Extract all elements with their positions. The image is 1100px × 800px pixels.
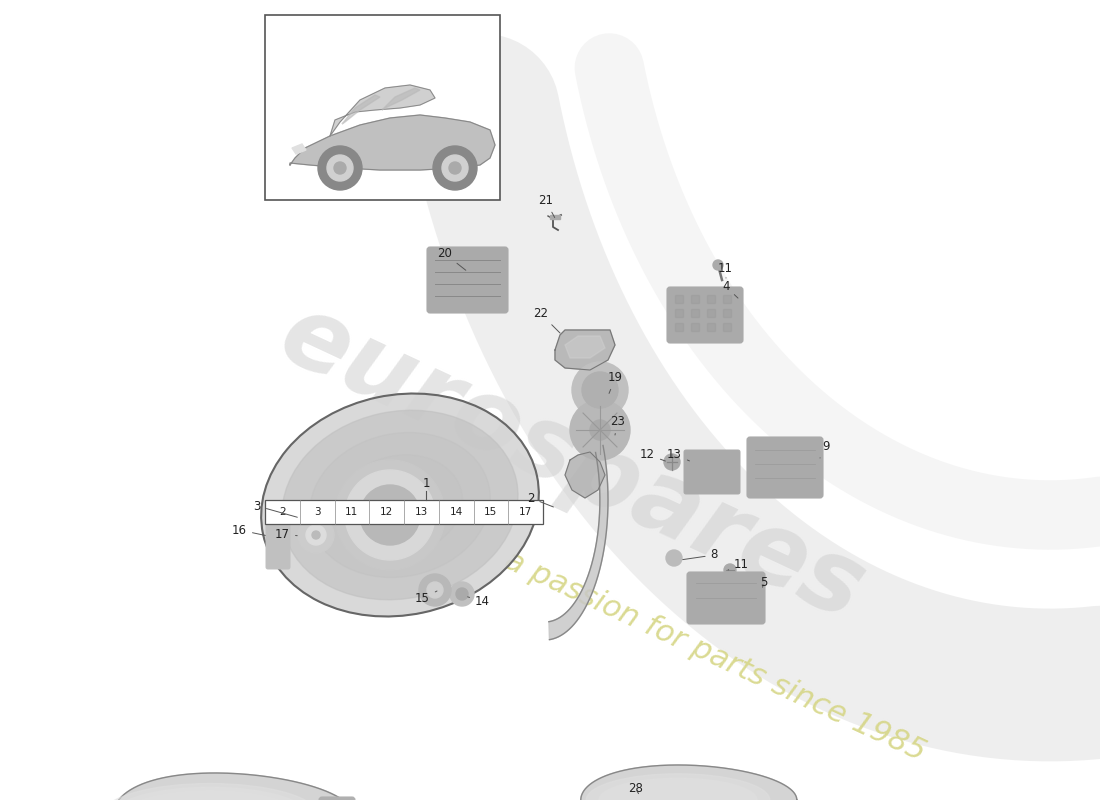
Text: 14: 14 <box>450 507 463 517</box>
Polygon shape <box>300 516 308 524</box>
Text: 2: 2 <box>527 491 553 507</box>
Text: 15: 15 <box>484 507 497 517</box>
FancyBboxPatch shape <box>684 450 740 494</box>
Ellipse shape <box>102 783 318 800</box>
Bar <box>265 15 500 200</box>
Text: 14: 14 <box>468 595 490 608</box>
Polygon shape <box>675 295 683 303</box>
Text: 9: 9 <box>820 439 829 458</box>
Text: 13: 13 <box>667 448 690 461</box>
Circle shape <box>449 162 461 174</box>
Circle shape <box>666 550 682 566</box>
Circle shape <box>582 372 618 408</box>
Polygon shape <box>691 309 698 317</box>
Circle shape <box>450 582 474 606</box>
Text: a passion for parts since 1985: a passion for parts since 1985 <box>500 546 930 766</box>
Polygon shape <box>549 446 608 640</box>
Text: 15: 15 <box>415 591 437 605</box>
Polygon shape <box>675 323 683 331</box>
Polygon shape <box>723 309 732 317</box>
Polygon shape <box>113 773 353 800</box>
Text: 8: 8 <box>683 549 718 562</box>
Circle shape <box>456 588 468 600</box>
FancyBboxPatch shape <box>266 523 290 569</box>
Circle shape <box>572 362 628 418</box>
Text: eurospares: eurospares <box>265 286 879 642</box>
Polygon shape <box>723 323 732 331</box>
Ellipse shape <box>310 433 491 578</box>
Ellipse shape <box>113 787 307 800</box>
Text: 20: 20 <box>437 247 465 270</box>
Polygon shape <box>691 295 698 303</box>
Circle shape <box>724 564 736 576</box>
Polygon shape <box>342 95 380 124</box>
Text: 3: 3 <box>254 499 297 518</box>
FancyBboxPatch shape <box>667 287 743 343</box>
Circle shape <box>590 420 610 440</box>
Polygon shape <box>565 336 605 358</box>
Circle shape <box>360 485 420 545</box>
Circle shape <box>345 470 434 560</box>
Text: 12: 12 <box>640 448 666 461</box>
Text: 11: 11 <box>718 262 733 278</box>
Polygon shape <box>675 309 683 317</box>
Polygon shape <box>565 452 605 498</box>
Circle shape <box>713 260 723 270</box>
Circle shape <box>318 146 362 190</box>
Polygon shape <box>707 295 715 303</box>
Text: 4: 4 <box>722 280 738 298</box>
Ellipse shape <box>282 410 518 600</box>
Ellipse shape <box>600 778 757 800</box>
Circle shape <box>298 517 334 553</box>
Text: 16: 16 <box>232 523 265 537</box>
Text: 3: 3 <box>314 507 320 517</box>
Text: 2: 2 <box>279 507 286 517</box>
Polygon shape <box>382 88 420 110</box>
Text: 11: 11 <box>345 507 359 517</box>
Polygon shape <box>707 309 715 317</box>
Circle shape <box>334 162 346 174</box>
Text: 19: 19 <box>608 371 623 394</box>
Text: 1: 1 <box>422 477 430 490</box>
Text: 21: 21 <box>538 194 554 218</box>
Circle shape <box>306 525 326 545</box>
Polygon shape <box>581 765 796 800</box>
Circle shape <box>419 574 451 606</box>
Text: 12: 12 <box>379 507 394 517</box>
Ellipse shape <box>261 394 539 617</box>
Polygon shape <box>290 115 495 170</box>
Ellipse shape <box>338 455 462 555</box>
Polygon shape <box>330 85 434 136</box>
Bar <box>265 500 543 524</box>
Text: 13: 13 <box>415 507 428 517</box>
Circle shape <box>336 460 446 570</box>
FancyBboxPatch shape <box>688 572 764 624</box>
FancyBboxPatch shape <box>319 797 355 800</box>
Circle shape <box>570 400 630 460</box>
Text: 28: 28 <box>628 782 642 795</box>
Circle shape <box>327 155 353 181</box>
Polygon shape <box>556 330 615 370</box>
Circle shape <box>664 454 680 470</box>
Text: 22: 22 <box>534 307 560 333</box>
Polygon shape <box>691 323 698 331</box>
Ellipse shape <box>123 791 296 800</box>
FancyBboxPatch shape <box>747 437 823 498</box>
Ellipse shape <box>586 774 770 800</box>
Polygon shape <box>707 323 715 331</box>
Circle shape <box>427 582 443 598</box>
Circle shape <box>433 146 477 190</box>
FancyBboxPatch shape <box>427 247 508 313</box>
Text: 23: 23 <box>610 415 625 435</box>
Text: 5: 5 <box>760 575 768 589</box>
Text: 11: 11 <box>728 558 749 570</box>
Circle shape <box>442 155 468 181</box>
Polygon shape <box>292 144 306 154</box>
Text: 17: 17 <box>275 527 297 541</box>
Polygon shape <box>723 295 732 303</box>
Text: 17: 17 <box>519 507 532 517</box>
Circle shape <box>312 531 320 539</box>
Polygon shape <box>550 215 560 219</box>
